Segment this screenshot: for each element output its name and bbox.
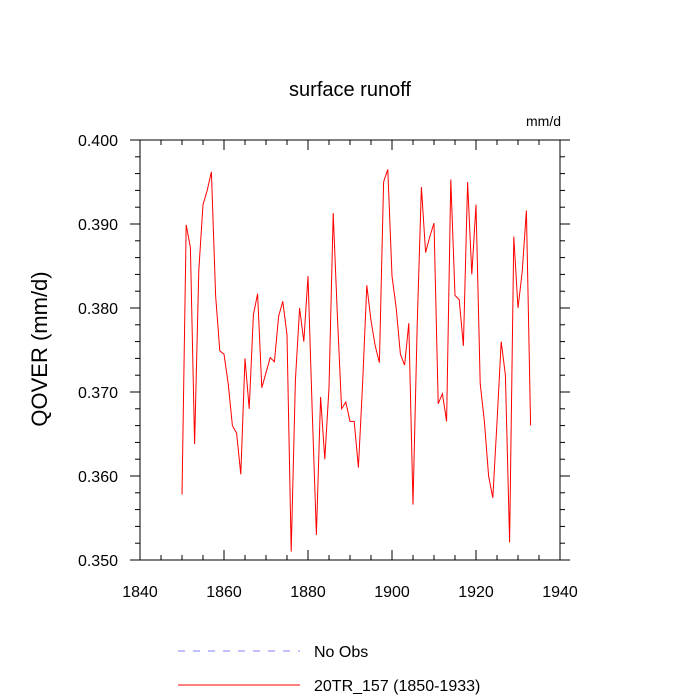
y-tick-label: 0.390 <box>78 217 118 234</box>
units-label: mm/d <box>526 113 561 129</box>
x-tick-labels: 1840 1860 1880 1900 1920 1940 <box>122 584 578 601</box>
axis-ticks <box>130 139 570 561</box>
y-tick-label: 0.350 <box>78 553 118 570</box>
series-line-1 <box>181 169 532 552</box>
x-tick-label: 1840 <box>122 584 158 601</box>
x-tick-label: 1940 <box>542 584 578 601</box>
legend-label-1: 20TR_157 (1850-1933) <box>314 678 480 695</box>
y-tick-labels: 0.350 0.360 0.370 0.380 0.390 0.400 <box>78 133 118 570</box>
y-tick-label: 0.370 <box>78 385 118 402</box>
x-tick-label: 1920 <box>458 584 494 601</box>
y-tick-label: 0.360 <box>78 469 118 486</box>
legend-label-0: No Obs <box>314 644 368 661</box>
x-tick-label: 1900 <box>374 584 410 601</box>
y-axis-label: QOVER (mm/d) <box>27 271 52 426</box>
plot-area <box>139 139 561 561</box>
x-tick-label: 1860 <box>206 584 242 601</box>
y-tick-label: 0.380 <box>78 301 118 318</box>
chart-title: surface runoff <box>289 79 411 101</box>
y-tick-label: 0.400 <box>78 133 118 150</box>
legend: No Obs 20TR_157 (1850-1933) <box>178 644 480 695</box>
x-tick-label: 1880 <box>290 584 326 601</box>
